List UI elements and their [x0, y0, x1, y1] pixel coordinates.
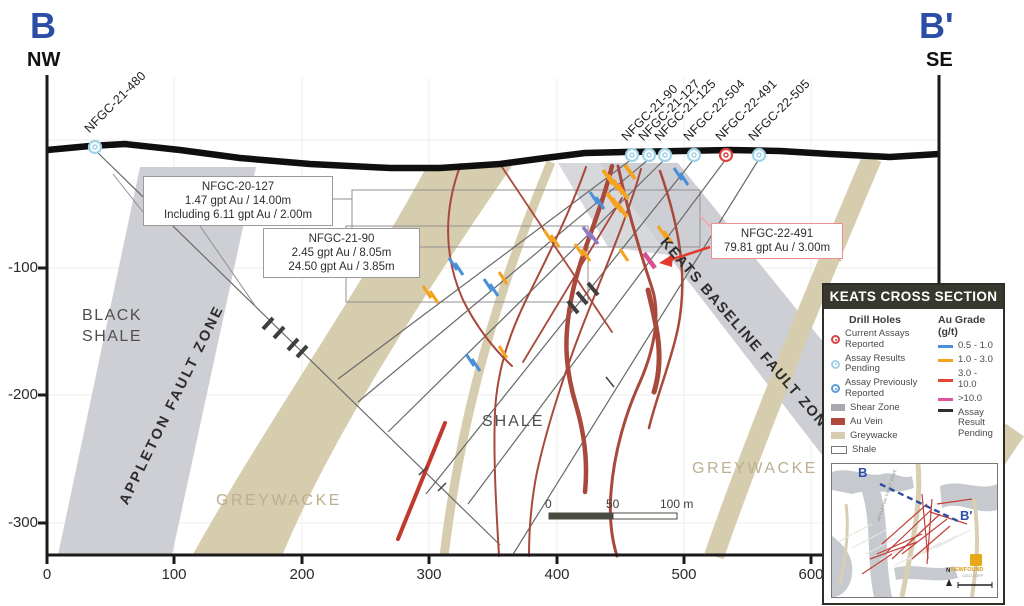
scalebar-50: 50 [606, 497, 620, 511]
north-arrow-icon [946, 578, 952, 586]
grade-line-black [938, 408, 953, 412]
y-tick--100: -100 [7, 259, 38, 276]
callout-title: NFGC-22-491 [740, 228, 814, 240]
y-tick--300: -300 [7, 514, 38, 531]
callout-nfgc-21-90: NFGC-21-90 2.45 gpt Au / 8.05m 24.50 gpt… [263, 228, 420, 278]
inset-greywacke-bands [838, 463, 980, 597]
legend-item-label: Au Vein [850, 415, 883, 427]
grade-intercepts-yellow [421, 225, 674, 359]
legend-item-label: 1.0 - 3.0 [958, 354, 993, 365]
scalebar-100m: 100 m [660, 497, 694, 511]
x-tick-600: 600 [798, 566, 824, 583]
inset-scale-bar [957, 581, 993, 588]
legend-item-label: Assay Previously Reported [845, 377, 918, 399]
assay-previous-icon [831, 384, 840, 393]
appleton-fault-band [58, 167, 256, 555]
inset-veins [861, 493, 973, 574]
grade-intercepts-orange [601, 163, 637, 219]
callout-title: NFGC-20-127 [201, 181, 275, 193]
callout-line: 24.50 gpt Au / 3.85m [288, 261, 395, 273]
legend-item-label: Current Assays Reported [845, 328, 910, 350]
current-assays-icon [831, 335, 840, 344]
legend-item-label: 3.0 - 10.0 [958, 368, 978, 390]
legend-item-label: Assay Results Pending [845, 352, 906, 374]
grade-line-orange [938, 359, 953, 363]
legend-title: KEATS CROSS SECTION MAP [824, 285, 1003, 328]
legend-item-label: Greywacke [850, 429, 898, 441]
drill-holes-header: Drill Holes [849, 314, 901, 326]
y-tick--200: -200 [7, 386, 38, 403]
newfound-logo-text: NEWFOUND [951, 566, 984, 573]
inset-plan-map: B B' APPLETON FAULT ZONE NEWFOUND GOLD C… [831, 462, 998, 598]
x-tick-100: 100 [161, 566, 187, 583]
direction-se: SE [926, 49, 953, 71]
callout-title: NFGC-21-90 [308, 233, 375, 245]
label-black-shale: BLACK SHALE [82, 307, 142, 345]
callout-nfgc-20-127: NFGC-20-127 1.47 gpt Au / 14.00m Includi… [143, 176, 333, 226]
drill-collars [87, 139, 767, 163]
x-tick-200: 200 [289, 566, 315, 583]
au-grade-header: Au Grade (g/t) [938, 314, 986, 338]
legend-item-label: Assay Result Pending [958, 406, 993, 439]
inset-label-b-prime: B' [960, 507, 973, 523]
legend-au-grade-column: Au Grade (g/t) 0.5 - 1.0 1.0 - 3.0 3.0 -… [938, 314, 996, 459]
section-marker-b-prime: B' [919, 5, 954, 46]
inset-label-b: B [858, 464, 868, 480]
inset-section-line [879, 482, 961, 523]
au-veins [396, 163, 684, 558]
callout-line: 1.47 gpt Au / 14.00m [184, 195, 292, 207]
shear-zone-swatch [831, 404, 845, 412]
grade-line-magenta [938, 397, 953, 401]
legend-drill-holes-column: Drill Holes Current Assays Reported Assa… [831, 314, 932, 459]
assay-arrow [659, 245, 711, 267]
label-shale: SHALE [482, 413, 545, 430]
scalebar-0: 0 [545, 497, 552, 511]
grade-intercepts-purple [581, 225, 600, 246]
pending-intercepts [261, 281, 615, 492]
legend-panel: KEATS CROSS SECTION MAP Drill Holes Curr… [822, 283, 1005, 605]
grade-intercept-magenta [642, 251, 657, 270]
grade-line-blue [938, 345, 953, 349]
label-greywacke-left: GREYWACKE [216, 492, 342, 509]
newfound-logo-subtext: GOLD CORP [962, 573, 984, 578]
legend-item-label: >10.0 [958, 392, 983, 404]
callout-line: Including 6.11 gpt Au / 2.00m [163, 209, 313, 221]
label-greywacke-right: GREYWACKE [692, 460, 818, 477]
x-tick-0: 0 [42, 566, 52, 583]
newfound-logo-mark [970, 553, 982, 566]
greywacke-swatch [831, 432, 845, 440]
legend-item-label: Shear Zone [850, 401, 900, 413]
section-marker-b: B [30, 5, 56, 46]
callout-line: 79.81 gpt Au / 3.00m [723, 242, 831, 254]
x-tick-400: 400 [544, 566, 570, 583]
au-vein-swatch [831, 418, 845, 426]
x-tick-500: 500 [671, 566, 697, 583]
grade-line-red [938, 378, 953, 382]
callout-nfgc-22-491: NFGC-22-491 79.81 gpt Au / 3.00m [711, 223, 843, 259]
grade-intercepts-blue [447, 167, 690, 372]
x-tick-300: 300 [416, 566, 442, 583]
legend-item-label: Shale [852, 443, 877, 455]
scale-bar [548, 512, 678, 520]
inset-hatching [837, 523, 971, 566]
north-label: N [946, 567, 951, 574]
direction-nw: NW [27, 49, 61, 71]
legend-item-label: 0.5 - 1.0 [958, 340, 993, 351]
shale-swatch [831, 445, 847, 454]
assay-pending-icon [831, 359, 840, 369]
inset-map-drawing [832, 463, 997, 597]
surface-topo-line [46, 140, 940, 172]
callout-line: 2.45 gpt Au / 8.05m [291, 247, 392, 259]
